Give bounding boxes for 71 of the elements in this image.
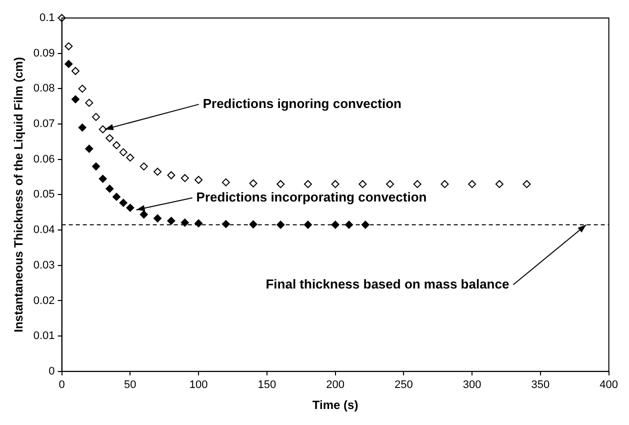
point [440, 180, 449, 188]
point [331, 180, 340, 188]
point [358, 180, 367, 188]
point [154, 168, 162, 176]
point [119, 198, 128, 207]
point [304, 180, 312, 188]
point [112, 141, 121, 150]
annotation: Predictions ignoring convection [202, 96, 402, 111]
point [495, 180, 504, 188]
annotation: Final thickness based on mass balance [266, 276, 510, 292]
x-tick-label: 150 [258, 379, 276, 392]
point [64, 60, 73, 68]
y-tick-label: 0.1 [40, 12, 55, 24]
point [167, 171, 176, 180]
y-tick-label: 0.05 [33, 188, 55, 201]
x-tick-label: 50 [124, 379, 136, 392]
point [194, 176, 203, 184]
point [522, 180, 531, 188]
point [361, 220, 370, 229]
point [249, 220, 258, 228]
point [222, 220, 230, 228]
point [98, 125, 107, 134]
x-tick-label: 200 [326, 379, 344, 392]
y-tick-label: 0.08 [33, 82, 55, 95]
point [276, 220, 285, 229]
x-axis-title: Time (s) [312, 398, 358, 412]
point [180, 174, 189, 182]
point [92, 112, 100, 121]
point [106, 184, 114, 193]
point [386, 180, 394, 188]
point [140, 210, 148, 218]
point [78, 84, 86, 93]
point [180, 218, 189, 227]
x-tick-label: 300 [462, 379, 482, 392]
point [112, 192, 121, 201]
y-tick-label: 0.04 [33, 224, 55, 236]
point [126, 204, 134, 212]
point [413, 180, 422, 188]
point [222, 178, 230, 186]
point [331, 220, 340, 229]
point [98, 174, 107, 183]
point [92, 162, 100, 170]
point [468, 180, 476, 188]
point [64, 42, 73, 50]
y-tick-label: 0.02 [33, 294, 55, 307]
annotation: Predictions incorporating convection [196, 189, 427, 204]
point [167, 216, 176, 225]
x-tick-label: 250 [394, 379, 413, 392]
point [126, 154, 134, 162]
x-tick-label: 350 [531, 379, 550, 392]
x-tick-label: 400 [600, 379, 618, 392]
point [140, 162, 148, 170]
y-tick-label: 0.03 [33, 259, 55, 272]
point [249, 179, 258, 188]
point [71, 95, 80, 104]
point [154, 214, 162, 222]
point [276, 180, 285, 188]
point [71, 67, 80, 76]
y-tick-label: 0 [48, 365, 55, 378]
y-axis-title: Instantaneous Thickness of the Liquid Film (cm) [12, 57, 26, 332]
y-tick-label: 0.07 [33, 118, 55, 130]
x-tick-label: 100 [189, 379, 208, 392]
point [78, 124, 86, 132]
point [119, 148, 128, 156]
point [85, 98, 94, 107]
point [106, 134, 114, 142]
y-tick-label: 0.01 [33, 330, 55, 342]
x-tick-label: 0 [58, 379, 65, 392]
y-tick-label: 0.06 [33, 153, 55, 166]
point [85, 144, 94, 153]
y-tick-label: 0.09 [33, 47, 55, 60]
